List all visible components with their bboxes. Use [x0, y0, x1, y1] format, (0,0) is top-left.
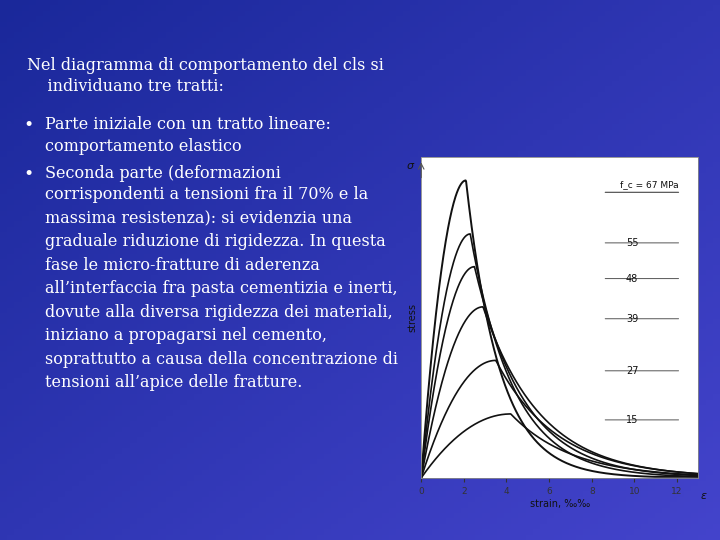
- Text: •: •: [23, 165, 33, 183]
- Text: Seconda parte (deformazioni: Seconda parte (deformazioni: [45, 165, 281, 181]
- X-axis label: strain, ‰‰: strain, ‰‰: [530, 499, 590, 509]
- Text: Nel diagramma di comportamento del cls si: Nel diagramma di comportamento del cls s…: [27, 57, 384, 73]
- Text: •: •: [23, 116, 33, 134]
- Y-axis label: stress: stress: [407, 303, 417, 332]
- Text: f_c = 67 MPa: f_c = 67 MPa: [619, 180, 678, 190]
- Text: σ: σ: [407, 161, 414, 172]
- Text: 55: 55: [626, 238, 639, 248]
- Text: 27: 27: [626, 366, 639, 376]
- Text: individuano tre tratti:: individuano tre tratti:: [27, 78, 224, 95]
- Text: ε: ε: [701, 491, 706, 501]
- Text: 48: 48: [626, 274, 638, 284]
- Text: comportamento elastico: comportamento elastico: [45, 138, 241, 154]
- Text: Parte iniziale con un tratto lineare:: Parte iniziale con un tratto lineare:: [45, 116, 330, 133]
- Text: 15: 15: [626, 415, 638, 425]
- Text: 39: 39: [626, 314, 638, 324]
- Text: corrispondenti a tensioni fra il 70% e la
massima resistenza): si evidenzia una
: corrispondenti a tensioni fra il 70% e l…: [45, 186, 397, 392]
